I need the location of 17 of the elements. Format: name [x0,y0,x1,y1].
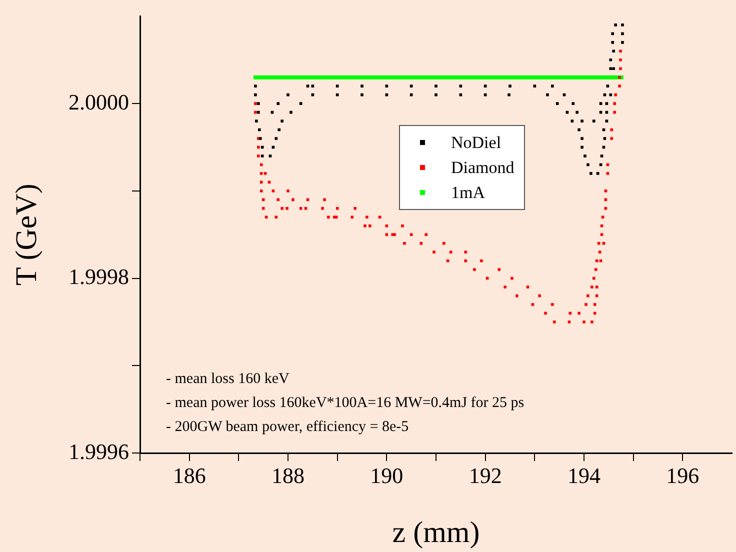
x-tick-label: 190 [370,462,404,488]
legend-label: 1mA [451,182,485,204]
annotation: - mean loss 160 keV [166,370,290,387]
x-tick-label: 188 [272,462,304,488]
annotation: - mean power loss 160keV*100A=16 MW=0.4mJ for 25 ps [166,394,524,411]
legend-label: Diamond [451,157,514,180]
x-tick-label: 186 [172,462,206,488]
y-axis-title: T (GeV) [10,184,43,286]
x-axis-title: z (mm) [392,516,480,549]
y-tick-label: 1.9996 [68,438,129,464]
legend-label: NoDiel [451,132,502,154]
x-tick-label: 196 [666,462,700,488]
y-tick-label: 1.9998 [68,264,129,290]
y-tick-label: 2.0000 [68,89,129,114]
x-tick-label: 192 [468,462,502,488]
annotation: - 200GW beam power, efficiency = 8e-5 [166,418,409,435]
x-tick-label: 194 [568,462,600,488]
